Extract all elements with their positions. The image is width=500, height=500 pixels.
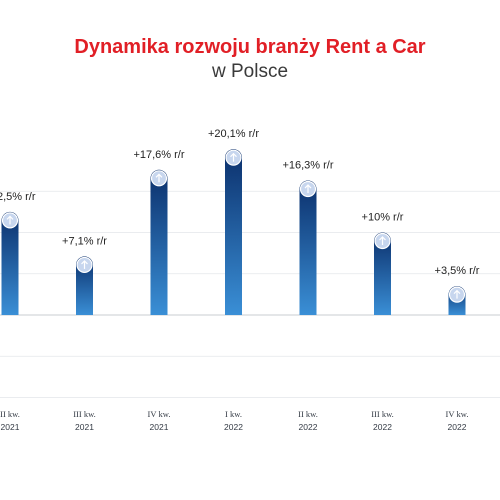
x-tick-year: 2021 bbox=[75, 422, 94, 432]
data-label: +20,1% r/r bbox=[208, 128, 259, 140]
data-label: +17,6% r/r bbox=[133, 149, 184, 161]
x-tick-year: 2022 bbox=[373, 422, 392, 432]
chart-title: Dynamika rozwoju branży Rent a Car bbox=[74, 36, 426, 58]
bar bbox=[374, 232, 391, 315]
grid bbox=[0, 190, 500, 398]
chart-subtitle: w Polsce bbox=[211, 61, 289, 82]
x-tick-year: 2022 bbox=[448, 422, 467, 432]
bars bbox=[1, 149, 466, 315]
data-label: +7,1% r/r bbox=[62, 235, 107, 247]
x-tick-label: IV kw. bbox=[446, 409, 469, 419]
x-tick-year: 2021 bbox=[1, 422, 20, 432]
x-tick-label: II kw. bbox=[298, 409, 318, 419]
x-tick-label: III kw. bbox=[371, 409, 394, 419]
x-axis-ticks: II kw. 2021 III kw. 2021 IV kw. 2021 I kw. 2022… bbox=[0, 409, 468, 432]
up-arrow-icon bbox=[150, 170, 168, 187]
x-tick-label: II kw. bbox=[0, 409, 20, 419]
data-label: +12,5% r/r bbox=[0, 191, 36, 203]
up-arrow-icon bbox=[374, 232, 391, 250]
x-tick-label: I kw. bbox=[225, 409, 242, 419]
bar bbox=[299, 180, 317, 315]
bar bbox=[1, 211, 19, 315]
data-labels: +12,5% r/r +7,1% r/r +17,6% r/r +20,1% r/r +… bbox=[0, 128, 480, 277]
up-arrow-icon bbox=[1, 212, 19, 229]
x-tick-year: 2022 bbox=[299, 422, 318, 432]
bar bbox=[150, 169, 168, 315]
up-arrow-icon bbox=[225, 149, 242, 166]
x-tick-label: IV kw. bbox=[148, 409, 171, 419]
data-label: +3,5% r/r bbox=[435, 265, 480, 277]
up-arrow-icon bbox=[76, 256, 93, 274]
x-tick-year: 2022 bbox=[224, 422, 243, 432]
bar bbox=[225, 149, 242, 315]
data-label: +10% r/r bbox=[362, 212, 404, 224]
x-tick-label: III kw. bbox=[73, 409, 96, 419]
data-label: +16,3% r/r bbox=[282, 160, 333, 172]
up-arrow-icon bbox=[299, 180, 317, 198]
up-arrow-icon bbox=[448, 286, 466, 303]
x-tick-year: 2021 bbox=[150, 422, 169, 432]
